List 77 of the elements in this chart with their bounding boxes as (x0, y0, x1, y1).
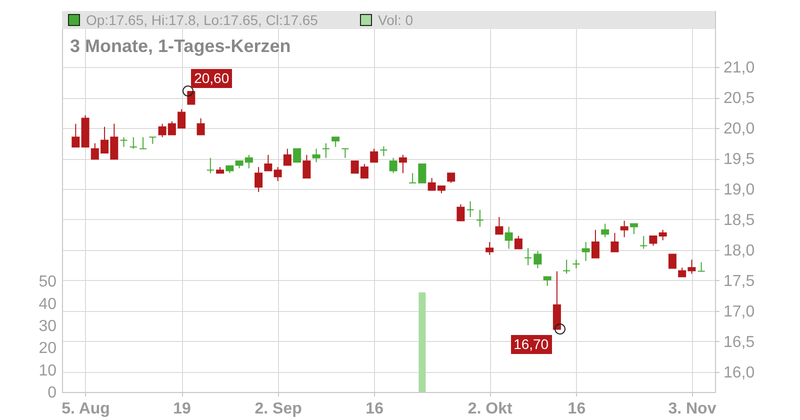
candlestick (283, 148, 292, 166)
y-tick-label: 19,5 (724, 151, 755, 168)
x-tick-label: 2. Sep (254, 400, 302, 418)
x-tick-label: 5. Aug (62, 400, 110, 418)
candlestick (120, 136, 128, 148)
candlestick (649, 235, 658, 246)
candlestick (312, 148, 320, 163)
candlestick (129, 136, 138, 150)
candlestick (591, 229, 600, 258)
candlestick (524, 248, 532, 266)
candlestick (370, 148, 378, 163)
candlestick (572, 259, 580, 269)
y2-tick-label: 30 (38, 318, 57, 336)
x-tick-label: 3. Nov (668, 400, 716, 418)
candlestick (302, 154, 311, 179)
y2-tick-label: 20 (38, 340, 57, 358)
candlestick (697, 262, 706, 272)
annotation: 20,60 (191, 69, 232, 88)
candlestick (466, 200, 474, 218)
candlestick (543, 276, 552, 286)
annotation: Op:17.65, Hi:17.8, Lo:17.65, Cl:17.65 (85, 11, 318, 29)
candlestick (476, 209, 484, 228)
candlestick (620, 220, 628, 238)
annotation: Vol: 0 (377, 11, 414, 29)
candlestick (139, 136, 148, 150)
candlestick (630, 223, 638, 235)
y-tick-label: 17,5 (724, 272, 755, 290)
candlestick (486, 242, 494, 256)
candlestick (610, 232, 619, 252)
candlestick (582, 242, 590, 262)
y-tick-label: 16,5 (724, 334, 755, 351)
candlestick (196, 118, 205, 136)
candlestick (447, 172, 456, 184)
candlestick (206, 157, 214, 174)
candlestick (293, 148, 302, 163)
y-tick-label: 20,5 (724, 90, 755, 108)
candlestick (380, 146, 388, 157)
candlestick (562, 259, 571, 274)
x-tick-label: 16 (568, 400, 586, 418)
annotation: 16,70 (510, 335, 552, 354)
y-tick-label: 19,0 (724, 182, 755, 199)
candlestick (658, 229, 667, 241)
candlestick (495, 216, 504, 235)
y2-tick-label: 50 (38, 274, 57, 291)
y2-tick-label: 10 (38, 362, 57, 380)
x-tick-label: 16 (366, 400, 384, 418)
y2-tick-label: 0 (48, 384, 57, 402)
y-tick-label: 20,0 (724, 120, 755, 138)
candlestick (456, 204, 465, 222)
candlestick (640, 235, 648, 250)
y-tick-label: 17,0 (724, 303, 755, 320)
candlestick (322, 142, 330, 158)
candlestick (668, 254, 676, 269)
candlestick (504, 226, 513, 250)
candlestick (274, 166, 282, 182)
text: 3 Monate, 1-Tages-Kerzen (70, 36, 291, 57)
candlestick (389, 157, 398, 174)
y-tick-label: 18,0 (724, 242, 755, 260)
candlestick (72, 123, 80, 148)
candlestick (332, 136, 340, 148)
candlestick (187, 90, 196, 105)
y-tick-label: 21,0 (724, 60, 755, 77)
candlestick (534, 250, 542, 269)
candlestick (341, 148, 350, 158)
candlestick (398, 154, 407, 174)
candlestick (148, 136, 157, 144)
candlestick (408, 172, 417, 184)
x-tick-label: 19 (173, 400, 192, 418)
candlestick (418, 164, 426, 184)
candlestick (264, 154, 272, 172)
y-tick-label: 16,0 (724, 364, 755, 382)
candlestick (254, 166, 263, 193)
candlestick (514, 235, 522, 250)
x-tick-label: 2. Okt (468, 400, 513, 418)
y2-tick-label: 40 (38, 296, 57, 313)
y-tick-label: 18,5 (724, 212, 755, 229)
candlestick (601, 223, 610, 238)
